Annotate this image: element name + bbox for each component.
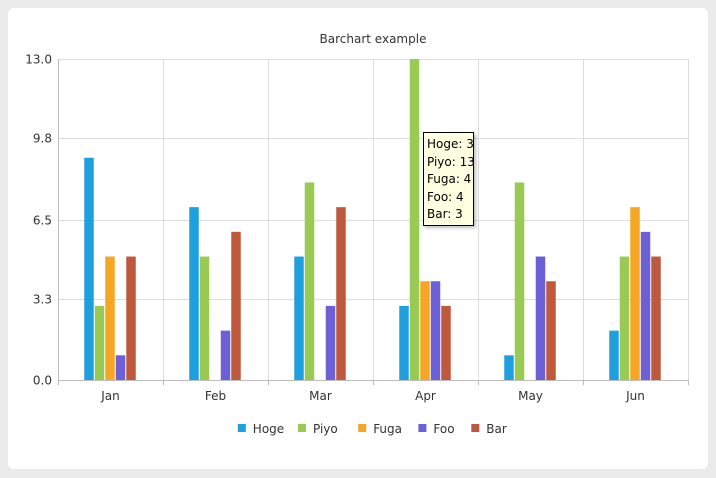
bar-piyo <box>94 305 105 380</box>
y-tick-label: 0.0 <box>33 374 52 388</box>
bar-hoge <box>294 256 304 380</box>
bar-fuga <box>105 256 115 380</box>
x-tick-label: Jan <box>100 389 120 403</box>
x-tick-label: May <box>518 389 543 403</box>
bar-bar <box>336 207 346 380</box>
bar-piyo <box>409 59 420 380</box>
legend-marker <box>418 424 427 432</box>
bar-fuga <box>630 207 640 380</box>
legend-label: Fuga <box>373 422 402 436</box>
bar-foo <box>430 281 441 380</box>
legend-marker <box>471 424 480 432</box>
legend-label: Hoge <box>253 422 284 436</box>
bar-hoge <box>399 305 409 380</box>
bar-piyo <box>199 256 210 380</box>
chart-title: Barchart example <box>320 32 427 46</box>
bar-bar <box>651 256 661 380</box>
x-tick-label: Jun <box>625 389 645 403</box>
bar-piyo <box>304 182 315 380</box>
bar-foo <box>220 330 231 380</box>
y-tick-label: 3.3 <box>33 293 52 307</box>
y-tick-label: 6.5 <box>33 214 52 228</box>
bar-piyo <box>619 256 630 380</box>
x-tick-label: Apr <box>415 389 436 403</box>
y-tick-label: 13.0 <box>25 53 52 67</box>
chart-card <box>8 8 708 469</box>
bar-foo <box>535 256 546 380</box>
bar-bar <box>231 231 241 380</box>
tooltip-line: Foo: 4 <box>427 189 464 204</box>
x-tick-label: Feb <box>205 389 226 403</box>
legend-marker <box>298 424 306 432</box>
bar-bar <box>546 281 556 380</box>
tooltip-line: Hoge: 3 <box>427 137 474 151</box>
bar-bar <box>126 256 136 380</box>
tooltip-line: Bar: 3 <box>427 207 463 221</box>
legend-marker <box>237 424 246 432</box>
bar-foo <box>115 355 126 380</box>
x-tick-label: Mar <box>309 389 332 403</box>
bar-hoge <box>189 207 199 380</box>
bar-foo <box>640 231 651 380</box>
bar-hoge <box>609 330 619 380</box>
bar-piyo <box>514 182 525 380</box>
bar-hoge <box>84 157 94 380</box>
bar-foo <box>325 305 336 380</box>
tooltip-line: Fuga: 4 <box>427 172 472 186</box>
legend-label: Bar <box>486 422 507 436</box>
tooltip-line: Piyo: 13 <box>427 154 475 169</box>
hover-tooltip: Hoge: 3 Piyo: 13 Fuga: 4 Foo: 4 Bar: 3 <box>423 132 475 226</box>
bar-bar <box>441 305 451 380</box>
bar-hoge <box>504 355 514 380</box>
legend-marker <box>358 424 367 432</box>
legend-label: Foo <box>433 422 454 436</box>
bar-fuga <box>420 281 430 380</box>
y-tick-label: 9.8 <box>33 132 52 146</box>
legend-label: Piyo <box>313 422 338 436</box>
